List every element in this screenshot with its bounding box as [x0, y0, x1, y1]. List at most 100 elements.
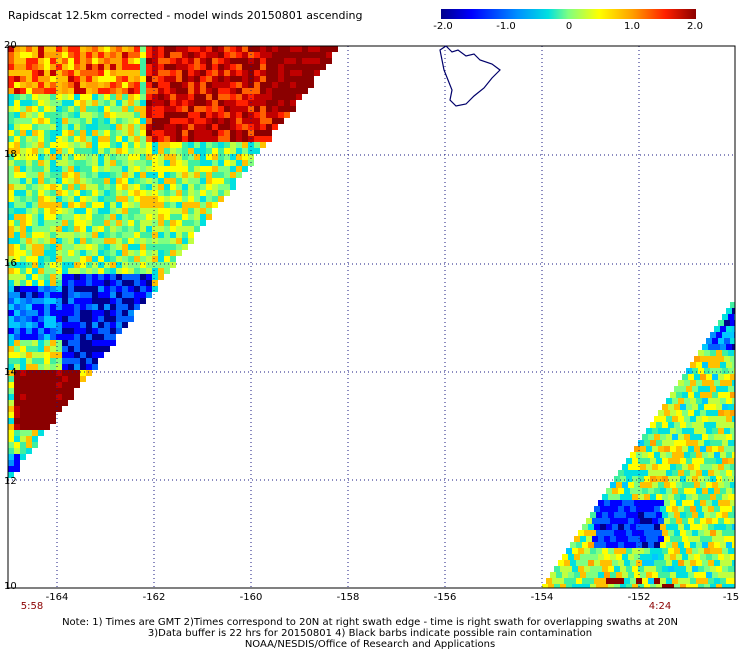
swath-cell: [696, 380, 702, 386]
swath-cell: [74, 280, 80, 286]
swath-cell: [164, 70, 170, 76]
swath-cell: [686, 368, 692, 374]
swath-cell: [194, 82, 200, 88]
swath-cell: [206, 154, 212, 160]
swath-cell: [626, 494, 632, 500]
swath-cell: [596, 548, 602, 554]
swath-cell: [44, 424, 50, 430]
swath-cell: [134, 238, 140, 244]
swath-cell: [610, 518, 616, 524]
swath-cell: [62, 202, 68, 208]
swath-cell: [32, 436, 38, 442]
swath-cell: [74, 220, 80, 226]
swath-cell: [140, 280, 146, 286]
swath-cell: [676, 446, 682, 452]
swath-cell: [646, 428, 652, 434]
swath-cell: [596, 512, 602, 518]
swath-cell: [690, 452, 696, 458]
swath-cell: [86, 268, 92, 274]
swath-cell: [170, 118, 176, 124]
swath-cell: [176, 64, 182, 70]
swath-cell: [8, 88, 14, 94]
swath-cell: [38, 172, 44, 178]
swath-cell: [68, 88, 74, 94]
swath-cell: [706, 518, 712, 524]
swath-cell: [122, 94, 128, 100]
swath-cell: [128, 304, 134, 310]
swath-cell: [50, 214, 56, 220]
swath-cell: [188, 52, 194, 58]
swath-cell: [44, 196, 50, 202]
swath-cell: [606, 524, 612, 530]
swath-cell: [630, 542, 636, 548]
swath-cell: [686, 530, 692, 536]
swath-cell: [646, 518, 652, 524]
swath-cell: [32, 112, 38, 118]
swath-cell: [646, 500, 652, 506]
swath-cell: [152, 286, 158, 292]
swath-cell: [8, 430, 14, 436]
swath-cell: [140, 130, 146, 136]
swath-cell: [152, 178, 158, 184]
swath-cell: [242, 76, 248, 82]
swath-cell: [116, 46, 122, 52]
swath-cell: [98, 334, 104, 340]
swath-cell: [20, 106, 26, 112]
swath-cell: [26, 322, 32, 328]
swath-cell: [56, 268, 62, 274]
swath-cell: [320, 58, 326, 64]
swath-cell: [212, 46, 218, 52]
swath-cell: [614, 548, 620, 554]
swath-cell: [674, 476, 680, 482]
swath-cell: [50, 244, 56, 250]
swath-cell: [44, 340, 50, 346]
swath-cell: [20, 262, 26, 268]
swath-cell: [640, 482, 646, 488]
swath-cell: [74, 184, 80, 190]
swath-cell: [98, 70, 104, 76]
swath-cell: [122, 304, 128, 310]
swath-cell: [20, 250, 26, 256]
swath-cell: [158, 142, 164, 148]
swath-cell: [626, 548, 632, 554]
swath-cell: [86, 232, 92, 238]
swath-cell: [98, 88, 104, 94]
swath-cell: [116, 298, 122, 304]
swath-cell: [116, 280, 122, 286]
swath-cell: [32, 82, 38, 88]
swath-cell: [230, 154, 236, 160]
swath-cell: [128, 190, 134, 196]
swath-cell: [670, 500, 676, 506]
swath-cell: [730, 428, 735, 434]
swath-cell: [26, 292, 32, 298]
swath-cell: [584, 548, 590, 554]
swath-cell: [98, 298, 104, 304]
swath-cell: [278, 52, 284, 58]
swath-cell: [56, 340, 62, 346]
swath-cell: [128, 196, 134, 202]
swath-cell: [550, 572, 556, 578]
swath-cell: [26, 172, 32, 178]
swath-cell: [50, 358, 56, 364]
swath-cell: [152, 220, 158, 226]
swath-cell: [62, 400, 68, 406]
swath-cell: [710, 512, 716, 518]
swath-cell: [158, 106, 164, 112]
swath-cell: [68, 82, 74, 88]
swath-cell: [682, 572, 688, 578]
swath-cell: [706, 446, 712, 452]
swath-cell: [548, 584, 554, 588]
swath-cell: [26, 418, 32, 424]
swath-cell: [68, 208, 74, 214]
swath-cell: [698, 422, 704, 428]
swath-cell: [38, 226, 44, 232]
swath-cell: [606, 578, 612, 584]
swath-cell: [676, 500, 682, 506]
swath-cell: [726, 380, 732, 386]
swath-cell: [104, 76, 110, 82]
swath-cell: [146, 268, 152, 274]
swath-cell: [92, 208, 98, 214]
swath-cell: [14, 340, 20, 346]
swath-cell: [718, 518, 724, 524]
swath-cell: [44, 304, 50, 310]
